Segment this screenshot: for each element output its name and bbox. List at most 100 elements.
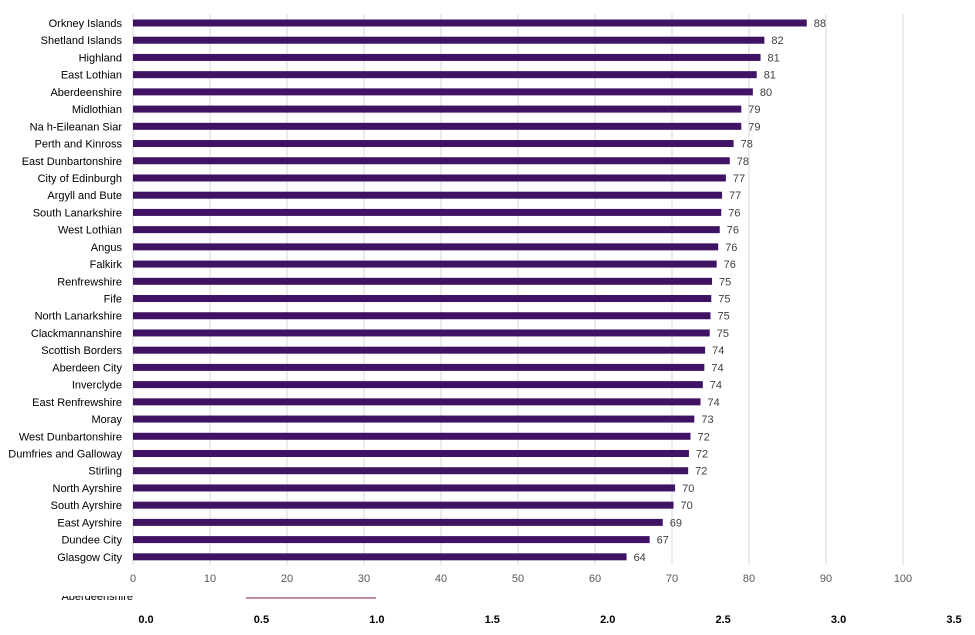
category-label: South Ayrshire (51, 500, 122, 512)
data-label: 82 (771, 35, 783, 47)
data-label: 67 (657, 535, 669, 547)
x-tick-label: 40 (435, 573, 447, 585)
category-label: East Ayrshire (57, 517, 122, 529)
bar (133, 536, 650, 544)
secondary-partial-label: Aberdeenshire (61, 591, 133, 603)
category-label: Dumfries and Galloway (8, 449, 122, 461)
bar (133, 19, 807, 27)
secondary-tick-label: 2.0 (600, 614, 615, 626)
bar (133, 381, 703, 389)
category-label: East Dunbartonshire (22, 156, 122, 168)
category-label: Glasgow City (57, 552, 122, 564)
data-label: 77 (733, 173, 745, 185)
data-label: 72 (695, 466, 707, 478)
data-label: 70 (681, 500, 693, 512)
data-label: 76 (725, 242, 737, 254)
category-label: Stirling (88, 466, 122, 478)
bar (133, 157, 730, 165)
bar (133, 122, 742, 130)
data-label: 76 (724, 259, 736, 271)
data-labels: 8882818180797978787777767676767575757574… (634, 18, 826, 564)
category-label: North Lanarkshire (35, 311, 122, 323)
x-tick-label: 20 (281, 573, 293, 585)
category-label: Clackmannanshire (31, 328, 122, 340)
data-label: 72 (696, 449, 708, 461)
bars (133, 19, 807, 561)
data-label: 76 (727, 225, 739, 237)
bar (133, 484, 676, 492)
category-label: South Lanarkshire (33, 207, 122, 219)
data-label: 69 (670, 517, 682, 529)
data-label: 81 (764, 70, 776, 82)
category-label: Falkirk (90, 259, 123, 271)
x-tick-label: 70 (666, 573, 678, 585)
secondary-tick-label: 1.0 (369, 614, 384, 626)
category-label: Moray (91, 414, 122, 426)
category-label: Shetland Islands (41, 35, 123, 47)
data-label: 74 (710, 380, 722, 392)
category-label: Orkney Islands (49, 18, 123, 30)
data-label: 81 (768, 52, 780, 64)
data-label: 74 (712, 345, 724, 357)
bar (133, 432, 691, 440)
category-label: Dundee City (61, 535, 122, 547)
bar (133, 518, 663, 526)
data-label: 75 (719, 276, 731, 288)
x-tick-label: 50 (512, 573, 524, 585)
x-tick-label: 60 (589, 573, 601, 585)
bar (133, 53, 761, 61)
bar (133, 174, 726, 182)
bar (133, 312, 711, 320)
secondary-tick-label: 3.5 (946, 614, 961, 626)
category-label: Scottish Borders (41, 345, 122, 357)
bar (133, 277, 713, 285)
data-label: 88 (814, 18, 826, 30)
bar (133, 295, 712, 303)
category-label: Inverclyde (72, 380, 122, 392)
data-label: 76 (728, 207, 740, 219)
data-label: 70 (682, 483, 694, 495)
data-label: 78 (737, 156, 749, 168)
x-tick-label: 90 (820, 573, 832, 585)
secondary-tick-label: 2.5 (715, 614, 730, 626)
data-label: 72 (697, 431, 709, 443)
x-tick-label: 0 (130, 573, 136, 585)
bar (133, 71, 757, 79)
bar (133, 260, 717, 268)
category-label: Aberdeenshire (50, 87, 122, 99)
category-label: East Renfrewshire (32, 397, 122, 409)
data-label: 75 (717, 328, 729, 340)
category-label: Na h-Eileanan Siar (30, 121, 123, 133)
secondary-tick-label: 3.0 (831, 614, 846, 626)
category-label: Aberdeen City (52, 362, 122, 374)
category-label: Argyll and Bute (47, 190, 122, 202)
category-label: Perth and Kinross (35, 139, 123, 151)
category-label: Midlothian (72, 104, 122, 116)
category-label: Highland (79, 52, 122, 64)
bar (133, 450, 689, 457)
bar (133, 36, 765, 44)
bar (133, 191, 723, 199)
category-label: Fife (104, 294, 122, 306)
bar (133, 346, 706, 354)
data-label: 77 (729, 190, 741, 202)
data-label: 75 (718, 311, 730, 323)
x-tick-label: 10 (204, 573, 216, 585)
category-label: West Lothian (58, 225, 122, 237)
x-axis-ticks: 0 10 20 30 40 50 60 70 80 90 100 (130, 573, 912, 585)
data-label: 79 (748, 104, 760, 116)
gridlines (132, 14, 904, 565)
category-labels: Orkney Islands Shetland Islands Highland Ea… (8, 18, 122, 564)
secondary-tick-label: 1.5 (485, 614, 500, 626)
data-label: 75 (718, 294, 730, 306)
bar (133, 553, 627, 561)
data-label: 74 (707, 397, 719, 409)
data-label: 74 (711, 362, 723, 374)
bar (133, 467, 689, 475)
bar (133, 243, 719, 251)
x-tick-label: 30 (358, 573, 370, 585)
bar (133, 226, 720, 234)
bar (133, 105, 742, 113)
data-label: 78 (741, 139, 753, 151)
x-tick-label: 100 (894, 573, 912, 585)
